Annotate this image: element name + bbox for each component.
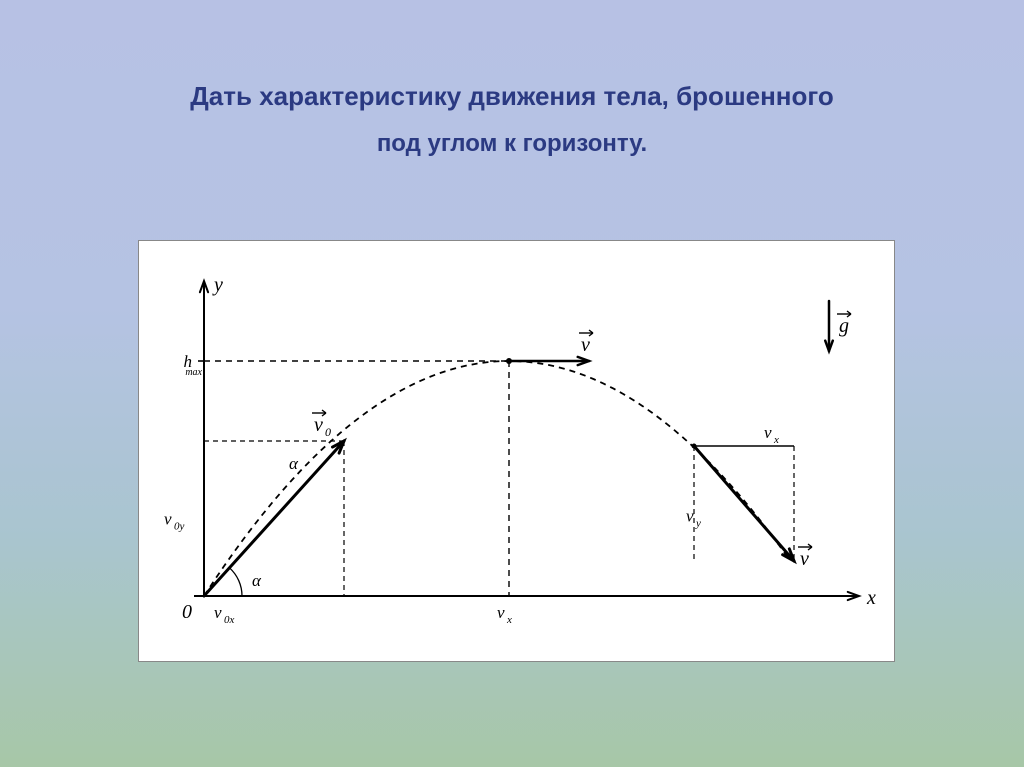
svg-text:x: x xyxy=(773,434,779,446)
svg-text:v: v xyxy=(214,603,222,622)
svg-text:v: v xyxy=(314,414,323,436)
svg-text:y: y xyxy=(212,274,223,296)
svg-text:v: v xyxy=(800,548,809,570)
slide: Дать характеристику движения тела, броше… xyxy=(0,0,1024,767)
title-line-1: Дать характеристику движения тела, броше… xyxy=(0,72,1024,121)
svg-text:0x: 0x xyxy=(224,614,235,626)
svg-text:v: v xyxy=(581,334,590,356)
svg-text:g: g xyxy=(839,315,849,337)
svg-text:v: v xyxy=(686,507,694,526)
title-line-2: под углом к горизонту. xyxy=(0,121,1024,167)
svg-text:α: α xyxy=(289,454,299,473)
slide-title: Дать характеристику движения тела, броше… xyxy=(0,72,1024,167)
diagram-container: 0xyhmaxααv0v0xv0yvvxvvxvyg xyxy=(138,240,895,662)
projectile-diagram: 0xyhmaxααv0v0xv0yvvxvvxvyg xyxy=(139,241,894,661)
svg-text:0y: 0y xyxy=(174,521,185,533)
svg-text:y: y xyxy=(695,518,701,530)
svg-text:max: max xyxy=(185,367,202,378)
svg-text:v: v xyxy=(764,423,772,442)
svg-text:0: 0 xyxy=(325,425,331,439)
svg-text:x: x xyxy=(506,614,512,626)
svg-text:v: v xyxy=(497,603,505,622)
svg-text:0: 0 xyxy=(182,601,192,623)
svg-text:α: α xyxy=(252,571,262,590)
svg-text:v: v xyxy=(164,510,172,529)
svg-text:x: x xyxy=(866,587,876,609)
